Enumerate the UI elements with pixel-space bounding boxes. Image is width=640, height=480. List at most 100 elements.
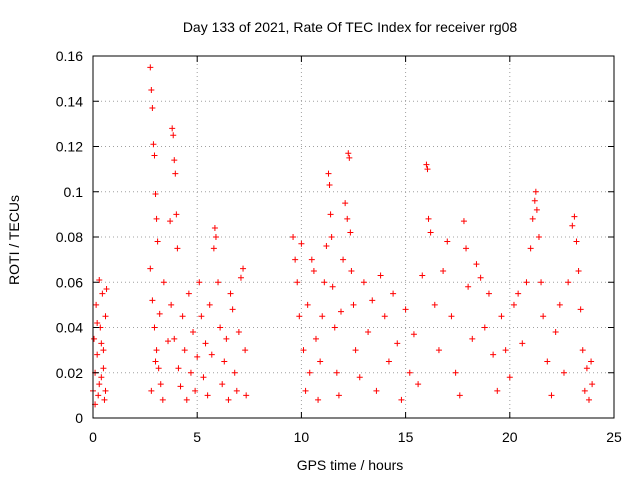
- data-point: [185, 290, 192, 297]
- data-point: [328, 234, 335, 240]
- data-point: [345, 150, 352, 157]
- data-point: [331, 324, 338, 331]
- data-point: [169, 125, 176, 132]
- data-point: [498, 313, 505, 320]
- data-point: [337, 308, 344, 315]
- data-point: [160, 279, 167, 286]
- y-tick-label: 0.14: [56, 93, 83, 109]
- data-point: [519, 340, 526, 347]
- y-axis-label: ROTI / TECUs: [6, 195, 22, 285]
- data-point: [360, 279, 367, 286]
- data-point: [302, 387, 309, 394]
- data-point: [170, 132, 177, 139]
- data-point: [381, 313, 388, 320]
- data-point: [571, 213, 578, 220]
- data-point: [573, 238, 580, 245]
- x-axis-label: GPS time / hours: [297, 457, 404, 473]
- data-point: [243, 392, 250, 399]
- data-point: [179, 313, 186, 320]
- data-point: [304, 301, 311, 308]
- data-point: [99, 290, 106, 297]
- data-point: [231, 369, 238, 376]
- data-point: [149, 105, 156, 112]
- data-point: [560, 369, 567, 376]
- y-tick-label: 0.1: [64, 184, 84, 200]
- data-point: [102, 313, 109, 320]
- data-point: [326, 181, 333, 188]
- data-point: [298, 240, 305, 247]
- data-point: [165, 338, 172, 345]
- data-point: [535, 234, 542, 240]
- data-point: [177, 383, 184, 390]
- x-tick-label: 15: [398, 429, 414, 445]
- data-point: [159, 396, 166, 403]
- data-point: [229, 306, 236, 313]
- data-point: [310, 267, 317, 274]
- data-point: [325, 170, 332, 177]
- data-point: [469, 335, 476, 342]
- data-point: [100, 347, 107, 354]
- data-point: [96, 276, 103, 283]
- data-point: [312, 335, 319, 342]
- data-point: [444, 238, 451, 245]
- data-point: [219, 381, 226, 388]
- data-point: [210, 245, 217, 252]
- data-point: [223, 335, 230, 342]
- data-point: [347, 229, 354, 236]
- data-point: [217, 324, 224, 331]
- data-point: [168, 301, 175, 308]
- data-point: [394, 340, 401, 347]
- data-point: [556, 301, 563, 308]
- data-point: [424, 166, 431, 173]
- data-point: [356, 374, 363, 381]
- data-point: [151, 324, 158, 331]
- data-point: [335, 392, 342, 399]
- data-point: [502, 347, 509, 354]
- data-point: [100, 365, 107, 372]
- data-point: [456, 392, 463, 399]
- data-point: [212, 234, 219, 240]
- data-point: [523, 279, 530, 286]
- data-point: [481, 324, 488, 331]
- y-tick-label: 0.12: [56, 139, 83, 155]
- data-point: [510, 301, 517, 308]
- data-point: [402, 306, 409, 313]
- x-tick-label: 0: [89, 429, 97, 445]
- data-point: [93, 301, 100, 308]
- data-point: [350, 301, 357, 308]
- data-point: [183, 396, 190, 403]
- data-point: [175, 365, 182, 372]
- chart-title: Day 133 of 2021, Rate Of TEC Index for r…: [183, 19, 518, 35]
- data-point: [187, 369, 194, 376]
- data-point: [149, 297, 156, 304]
- data-point: [153, 215, 160, 222]
- data-point: [406, 369, 413, 376]
- y-tick-label: 0.08: [56, 229, 83, 245]
- data-point: [540, 313, 547, 320]
- data-point: [196, 279, 203, 286]
- data-point: [577, 306, 584, 313]
- data-point: [154, 238, 161, 245]
- y-tick-label: 0.06: [56, 274, 83, 290]
- data-point: [98, 340, 105, 347]
- data-point: [96, 381, 103, 388]
- data-point: [435, 347, 442, 354]
- data-point: [215, 279, 222, 286]
- data-point: [153, 347, 160, 354]
- data-point: [348, 267, 355, 274]
- data-point: [579, 347, 586, 354]
- data-point: [147, 265, 154, 272]
- grid: [93, 56, 614, 418]
- data-point: [225, 396, 232, 403]
- data-point: [171, 157, 178, 164]
- data-point: [147, 64, 154, 71]
- data-point: [237, 274, 244, 281]
- data-point: [533, 206, 540, 213]
- data-point: [198, 313, 205, 320]
- data-point: [102, 387, 109, 394]
- data-point: [473, 261, 480, 268]
- data-point: [172, 170, 179, 177]
- y-tick-label: 0.16: [56, 48, 83, 64]
- x-tick-label: 20: [502, 429, 518, 445]
- data-point: [171, 335, 178, 342]
